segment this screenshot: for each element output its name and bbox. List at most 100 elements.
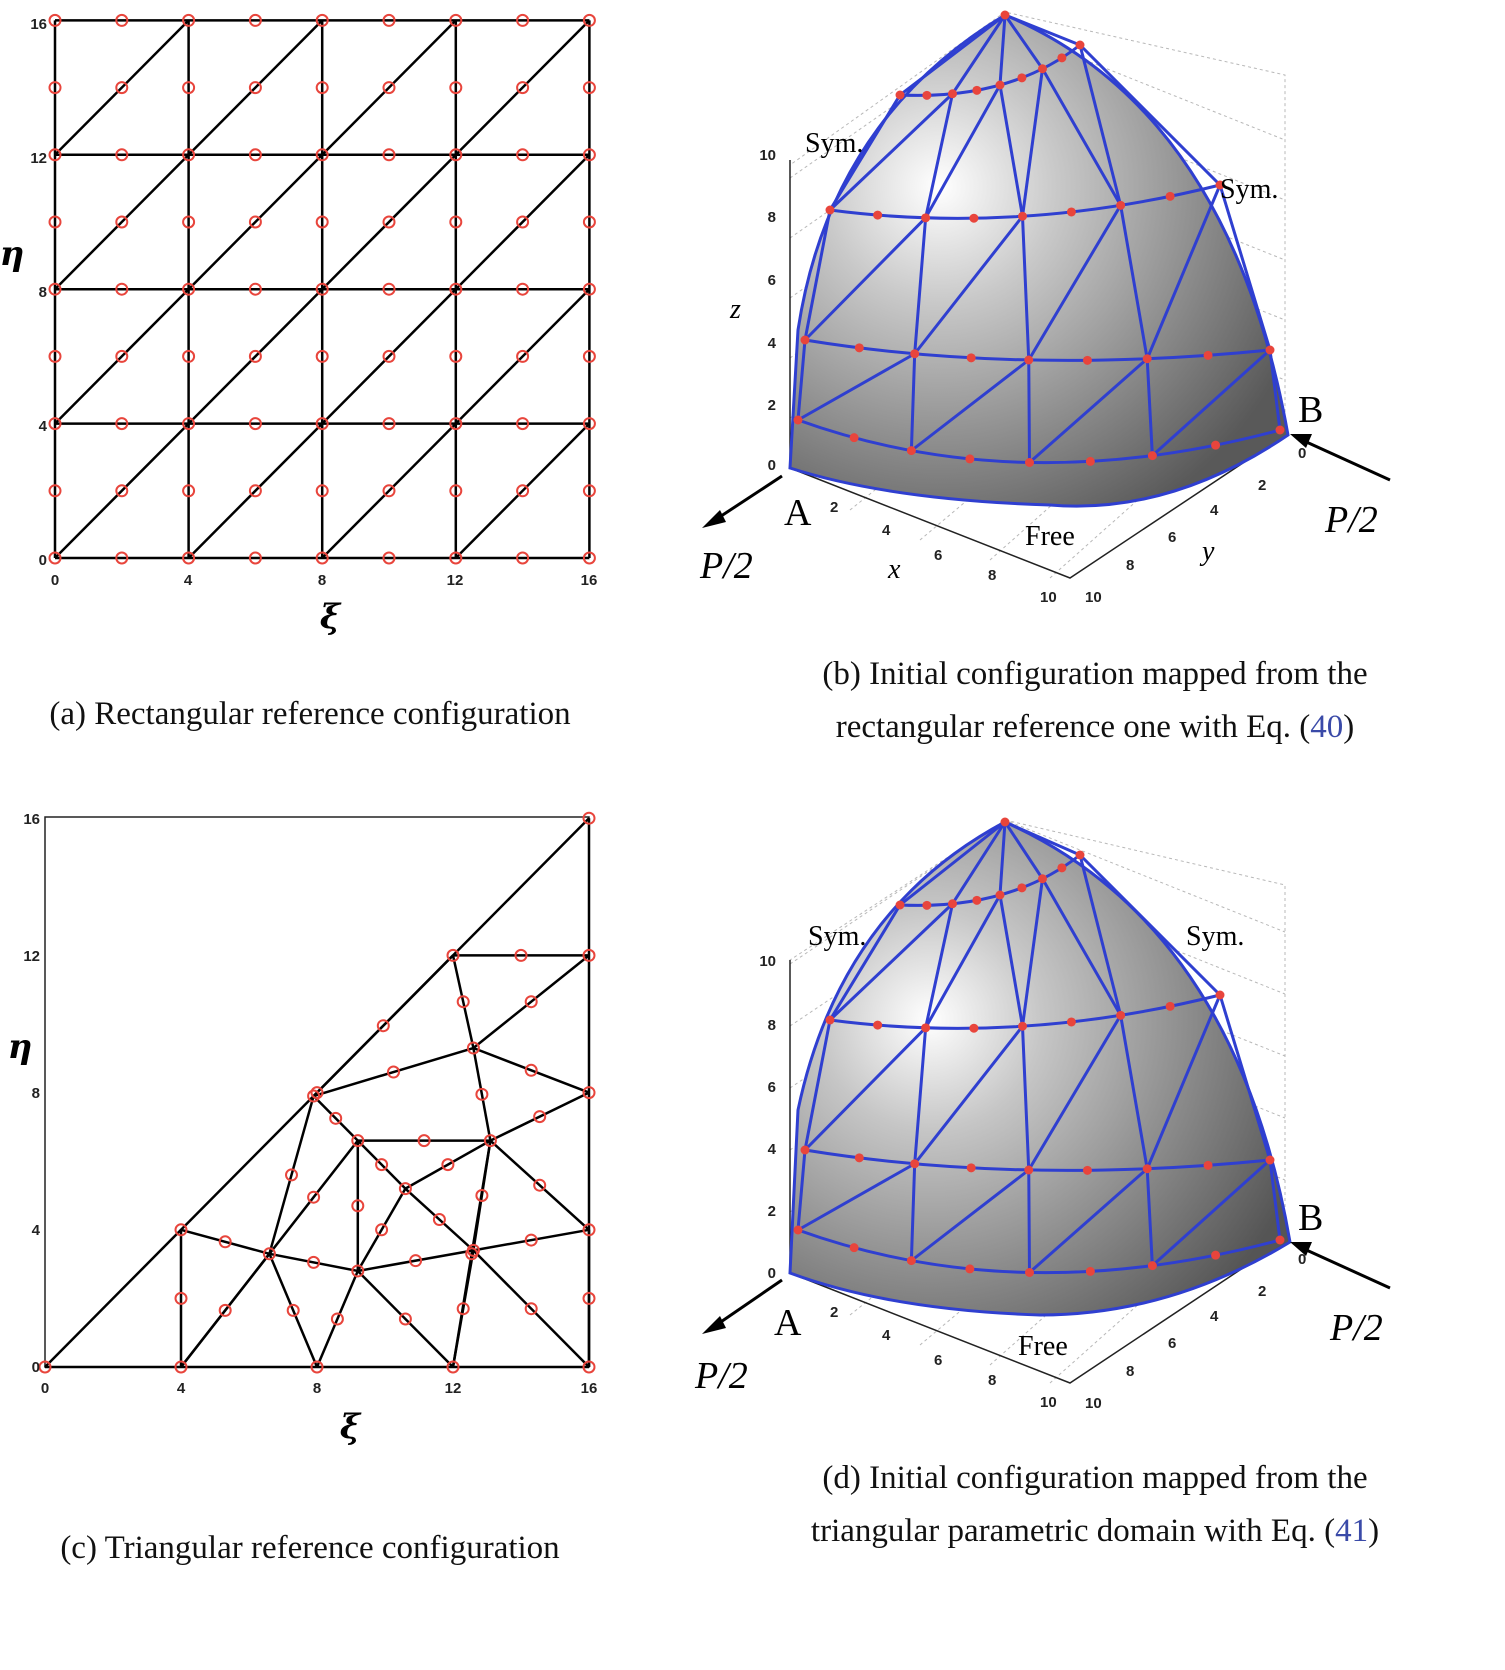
mesh-edge <box>268 1139 359 1255</box>
mesh-node <box>800 1145 810 1155</box>
mesh-node <box>1085 1266 1095 1276</box>
mesh-node <box>1038 874 1047 884</box>
mesh-edge <box>321 19 457 156</box>
mesh-node <box>115 148 129 162</box>
mesh-curve <box>803 216 927 342</box>
mesh-node <box>115 13 129 27</box>
mesh-node <box>48 349 62 363</box>
mesh-edge <box>472 954 590 1049</box>
x-tick: 12 <box>447 572 464 589</box>
y-tick: 8 <box>32 1085 40 1102</box>
y-tick: 2 <box>1258 1283 1266 1300</box>
mesh-node <box>849 1243 859 1253</box>
mesh-node <box>948 89 957 99</box>
mesh-node <box>449 349 463 363</box>
mesh-node <box>48 484 62 498</box>
mesh-node <box>910 349 920 359</box>
load-label-left: P/2 <box>694 1355 748 1397</box>
mesh-node <box>516 282 530 296</box>
x-tick: 2 <box>830 1304 838 1321</box>
mesh-node <box>307 1190 321 1204</box>
panel-b-3d-surface: 0 2 4 6 8 10 2 4 6 8 10 0 2 4 6 8 10 z x… <box>699 10 1391 606</box>
eta-axis-label: η <box>0 234 24 274</box>
x-tick: 16 <box>581 1380 598 1397</box>
mesh-node <box>409 1254 423 1268</box>
mesh-node <box>524 1063 538 1077</box>
mesh-node <box>174 1291 188 1305</box>
z-tick: 2 <box>768 397 776 414</box>
mesh-edge <box>454 288 591 425</box>
mesh-node <box>315 551 329 565</box>
mesh-node <box>854 343 864 353</box>
mesh-node <box>1211 1250 1221 1260</box>
mesh-edge <box>472 1249 590 1368</box>
mesh-node <box>516 148 530 162</box>
y-tick: 0 <box>1298 445 1306 462</box>
y-tick: 8 <box>1126 1363 1134 1380</box>
mesh-node <box>449 13 463 27</box>
mesh-node <box>516 215 530 229</box>
mesh-node <box>382 13 396 27</box>
mesh-node <box>48 417 62 431</box>
mesh-node <box>417 1134 431 1148</box>
mesh-node <box>465 1247 479 1261</box>
mesh-node <box>248 282 262 296</box>
eta-axis-label: η <box>8 1027 33 1067</box>
mesh-node <box>969 213 979 223</box>
mesh-node <box>1116 200 1126 210</box>
y-tick: 4 <box>32 1222 41 1239</box>
z-ticks: 0 2 4 6 8 10 <box>759 953 776 1282</box>
mesh-node <box>1142 354 1152 364</box>
mesh-curve <box>924 84 1002 219</box>
sym-label-right: Sym. <box>1186 921 1244 952</box>
mesh-node <box>516 417 530 431</box>
mesh-node <box>248 417 262 431</box>
mesh-edge <box>321 153 457 291</box>
x-tick: 0 <box>41 1380 49 1397</box>
mesh-node <box>1165 191 1175 201</box>
3d-base-axes <box>789 1239 1286 1384</box>
rect-mesh-nodes <box>48 13 596 565</box>
mesh-node <box>48 148 62 162</box>
x-tick: 8 <box>313 1380 321 1397</box>
x-tick: 4 <box>177 1380 186 1397</box>
y-tick: 10 <box>1085 1395 1102 1412</box>
mesh-node <box>248 81 262 95</box>
free-edge-label: Free <box>1025 521 1075 552</box>
x-tick: 12 <box>445 1380 462 1397</box>
mesh-node <box>285 1168 298 1182</box>
mesh-node <box>895 90 905 100</box>
mesh-node <box>800 335 810 345</box>
point-a-label: A <box>784 492 812 534</box>
mesh-node <box>1203 1160 1213 1170</box>
mesh-node <box>873 210 883 220</box>
x-ticks: 2 4 6 8 10 <box>830 499 1057 606</box>
mesh-curve <box>924 894 1002 1029</box>
equation-ref-link[interactable]: 40 <box>1310 708 1344 745</box>
mesh-node <box>582 1291 596 1305</box>
mesh-node <box>906 1256 916 1266</box>
sym-label-left: Sym. <box>805 128 863 159</box>
y-tick: 4 <box>1210 1308 1219 1325</box>
mesh-node <box>182 551 196 565</box>
equation-ref-link[interactable]: 41 <box>1335 1512 1369 1549</box>
z-axis-label: z <box>729 294 741 325</box>
mesh-node <box>218 1235 232 1249</box>
caption-d-line1: (d) Initial configuration mapped from th… <box>822 1460 1368 1496</box>
sym-label-right: Sym. <box>1220 174 1278 205</box>
mesh-edge <box>454 153 591 291</box>
mesh-node <box>524 1233 538 1247</box>
mesh-node <box>38 1360 52 1374</box>
mesh-node <box>1147 1261 1157 1271</box>
mesh-node <box>382 148 396 162</box>
mesh-node <box>483 1134 497 1148</box>
mesh-node <box>533 1178 547 1192</box>
mesh-node <box>1038 64 1047 74</box>
mesh-node <box>315 148 329 162</box>
mesh-node <box>329 1111 343 1125</box>
mesh-node <box>218 1303 232 1317</box>
z-tick: 10 <box>759 953 776 970</box>
mesh-node <box>449 484 463 498</box>
mesh-node <box>1057 53 1067 63</box>
mesh-node <box>456 1302 470 1316</box>
